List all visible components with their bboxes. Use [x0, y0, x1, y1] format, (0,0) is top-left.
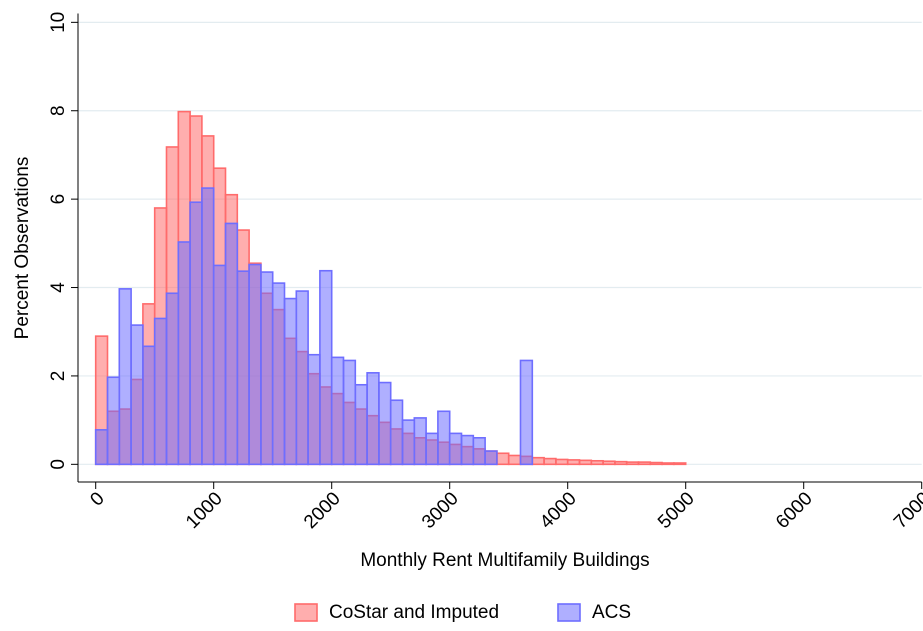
histogram-bar	[106, 376, 121, 466]
x-tick-label: 5000	[654, 488, 699, 533]
x-tick-label: 4000	[536, 488, 581, 533]
x-tick-label: 3000	[418, 488, 463, 533]
histogram-bar	[661, 462, 675, 466]
histogram-bar	[614, 460, 628, 466]
histogram-bar	[248, 263, 262, 466]
histogram-bar	[354, 383, 368, 466]
x-tick-label: 1000	[182, 488, 227, 533]
histogram-bar	[94, 429, 109, 466]
histogram-bar	[389, 399, 404, 466]
histogram-bar	[165, 292, 180, 466]
legend-label: CoStar and Imputed	[329, 602, 499, 623]
y-tick-label: 4	[48, 282, 69, 293]
histogram-bar	[295, 290, 309, 466]
histogram-bar	[319, 269, 333, 466]
x-tick-label: 2000	[300, 488, 345, 533]
legend-swatch	[557, 603, 581, 622]
histogram-bar	[507, 454, 522, 466]
histogram-bar	[602, 460, 616, 466]
histogram-bar	[260, 271, 274, 466]
histogram-bar	[649, 461, 663, 466]
x-axis-title: Monthly Rent Multifamily Buildings	[360, 550, 649, 571]
x-tick-label: 7000	[890, 488, 923, 533]
histogram-bar	[366, 372, 380, 466]
histogram-bar	[283, 297, 298, 466]
legend-swatch	[294, 603, 318, 622]
histogram-bar	[484, 450, 498, 466]
legend-label: ACS	[592, 602, 631, 623]
histogram-bar	[519, 359, 534, 466]
histogram-bar	[590, 459, 604, 466]
histogram-bar	[625, 461, 640, 466]
histogram-bar	[330, 356, 345, 466]
y-axis-title: Percent Observations	[12, 157, 33, 340]
histogram-bar	[425, 432, 439, 466]
histogram-bar	[543, 457, 557, 466]
y-tick-label: 0	[48, 459, 69, 470]
histogram-bar	[437, 410, 451, 466]
x-tick-label: 0	[86, 488, 108, 510]
histogram-bar	[142, 345, 156, 466]
histogram-bar	[236, 270, 250, 466]
histogram-bar	[378, 381, 392, 466]
histogram-bar	[531, 456, 545, 466]
y-tick-label: 8	[48, 105, 69, 116]
histogram-bar	[130, 324, 144, 466]
histogram-bar	[189, 201, 203, 466]
histogram-bar	[201, 187, 215, 466]
y-tick-label: 10	[48, 12, 69, 33]
histogram-bar	[401, 419, 416, 466]
histogram-bar	[224, 222, 239, 466]
histogram-bar	[153, 317, 168, 466]
y-tick-label: 6	[48, 194, 69, 205]
histogram-bar	[472, 437, 486, 466]
histogram-bar	[342, 359, 357, 466]
histogram-bar	[271, 282, 286, 466]
histogram-bar	[496, 452, 510, 466]
histogram-bar	[118, 288, 132, 466]
histogram-bar	[555, 458, 569, 466]
histogram-bar	[413, 417, 427, 466]
histogram-bar	[460, 434, 475, 466]
histogram-bar	[307, 353, 321, 466]
y-tick-label: 2	[48, 371, 69, 382]
histogram-bar	[673, 462, 687, 466]
histogram-bar	[177, 241, 191, 466]
histogram-bar	[212, 264, 227, 466]
histogram-bar	[578, 459, 593, 466]
histogram-bar	[637, 461, 652, 466]
x-tick-label: 6000	[772, 488, 817, 533]
histogram-bar	[448, 432, 463, 466]
histogram-bar	[566, 459, 581, 466]
